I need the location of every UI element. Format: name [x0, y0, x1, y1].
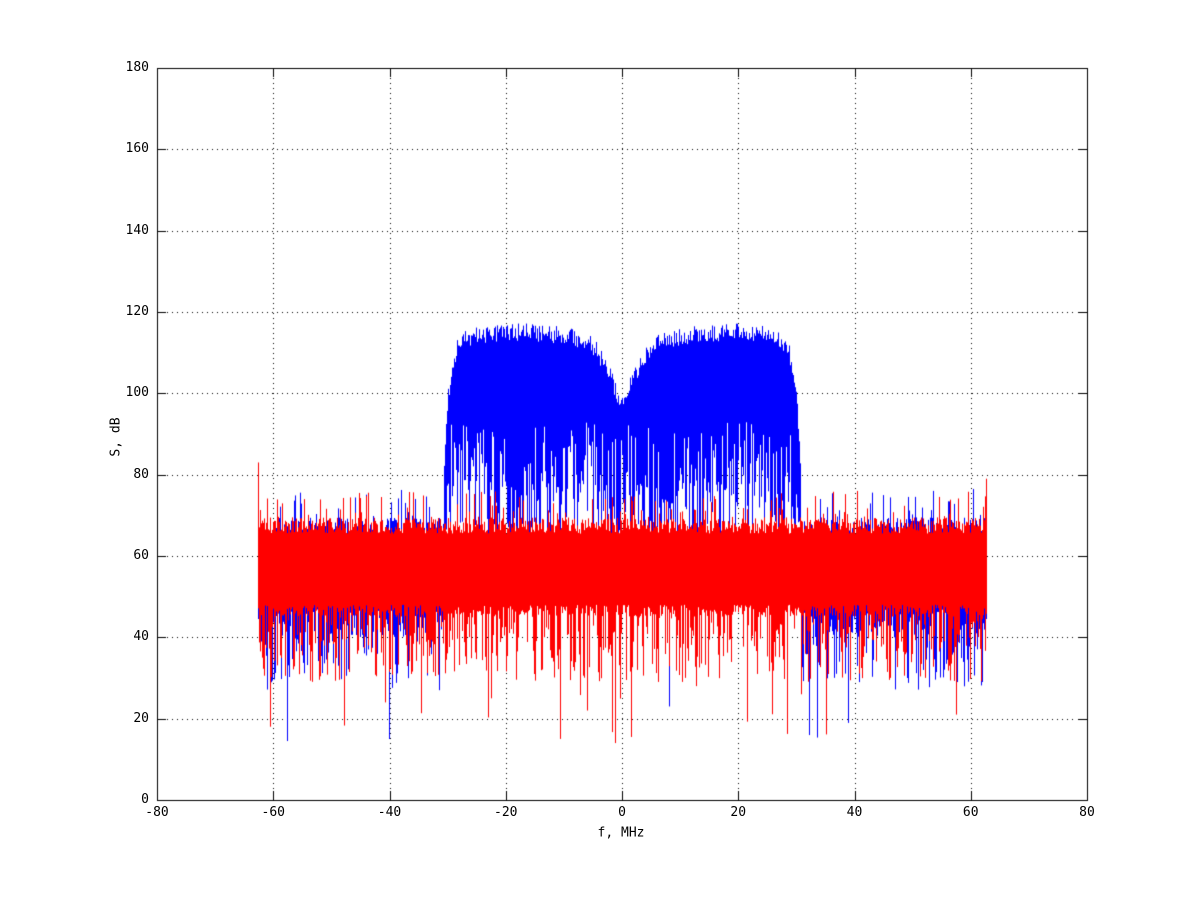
- x-tick-label: 0: [618, 805, 626, 820]
- x-tick-label: -40: [377, 805, 402, 820]
- x-tick-label: -60: [261, 805, 285, 820]
- x-tick-label: 40: [846, 805, 863, 820]
- y-axis-label: S, dB: [108, 417, 124, 457]
- x-tick-label: -80: [145, 805, 169, 820]
- x-tick-label: 60: [962, 805, 979, 820]
- y-tick-label: 120: [125, 304, 149, 319]
- x-tick-label: -20: [494, 805, 518, 820]
- y-tick-label: 0: [141, 792, 149, 807]
- x-tick-label: 20: [730, 805, 747, 820]
- y-tick-label: 60: [133, 548, 149, 563]
- y-tick-label: 20: [133, 710, 149, 726]
- y-tick-label: 180: [125, 60, 149, 75]
- y-tick-label: 140: [125, 222, 149, 238]
- x-tick-label: 80: [1079, 805, 1095, 820]
- y-tick-label: 160: [125, 141, 149, 157]
- x-axis-label: f, MHz: [597, 825, 645, 841]
- y-tick-label: 80: [133, 466, 149, 482]
- y-tick-label: 100: [125, 385, 149, 401]
- y-tick-label: 40: [133, 629, 149, 645]
